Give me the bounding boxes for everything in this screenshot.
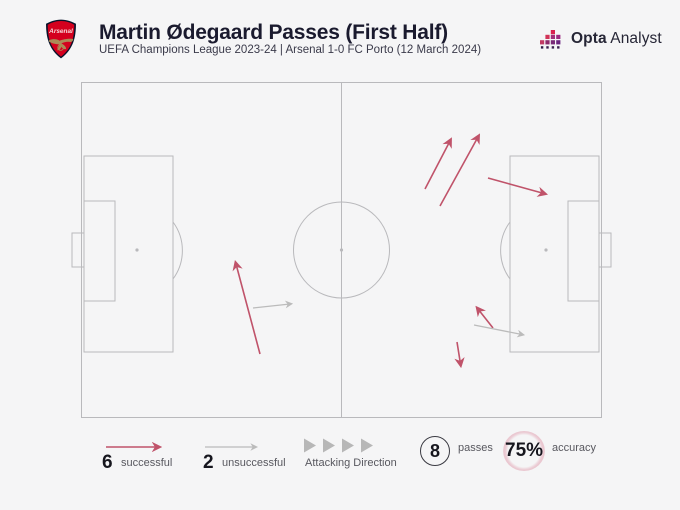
- svg-text:Arsenal: Arsenal: [48, 28, 73, 35]
